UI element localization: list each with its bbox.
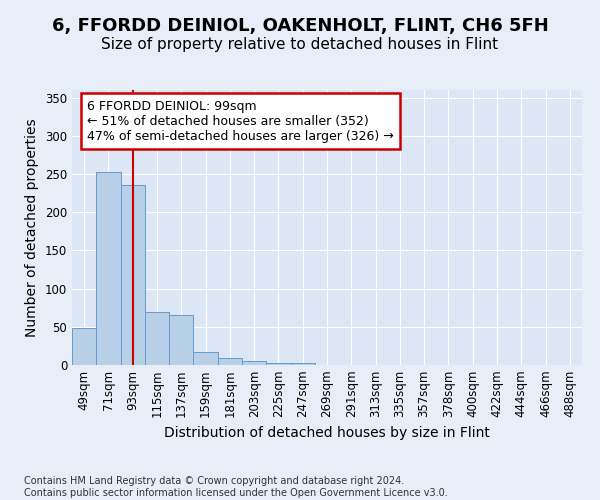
Bar xyxy=(72,328,96,365)
Bar xyxy=(242,361,266,365)
Bar xyxy=(145,312,169,365)
Bar xyxy=(266,362,290,365)
Text: Contains HM Land Registry data © Crown copyright and database right 2024.
Contai: Contains HM Land Registry data © Crown c… xyxy=(24,476,448,498)
Text: Size of property relative to detached houses in Flint: Size of property relative to detached ho… xyxy=(101,38,499,52)
Bar xyxy=(121,184,145,365)
Bar xyxy=(193,352,218,365)
Text: 6, FFORDD DEINIOL, OAKENHOLT, FLINT, CH6 5FH: 6, FFORDD DEINIOL, OAKENHOLT, FLINT, CH6… xyxy=(52,18,548,36)
Bar xyxy=(290,362,315,365)
Y-axis label: Number of detached properties: Number of detached properties xyxy=(25,118,40,337)
Text: 6 FFORDD DEINIOL: 99sqm
← 51% of detached houses are smaller (352)
47% of semi-d: 6 FFORDD DEINIOL: 99sqm ← 51% of detache… xyxy=(88,100,394,142)
X-axis label: Distribution of detached houses by size in Flint: Distribution of detached houses by size … xyxy=(164,426,490,440)
Bar xyxy=(169,316,193,365)
Bar xyxy=(218,358,242,365)
Bar xyxy=(96,172,121,365)
